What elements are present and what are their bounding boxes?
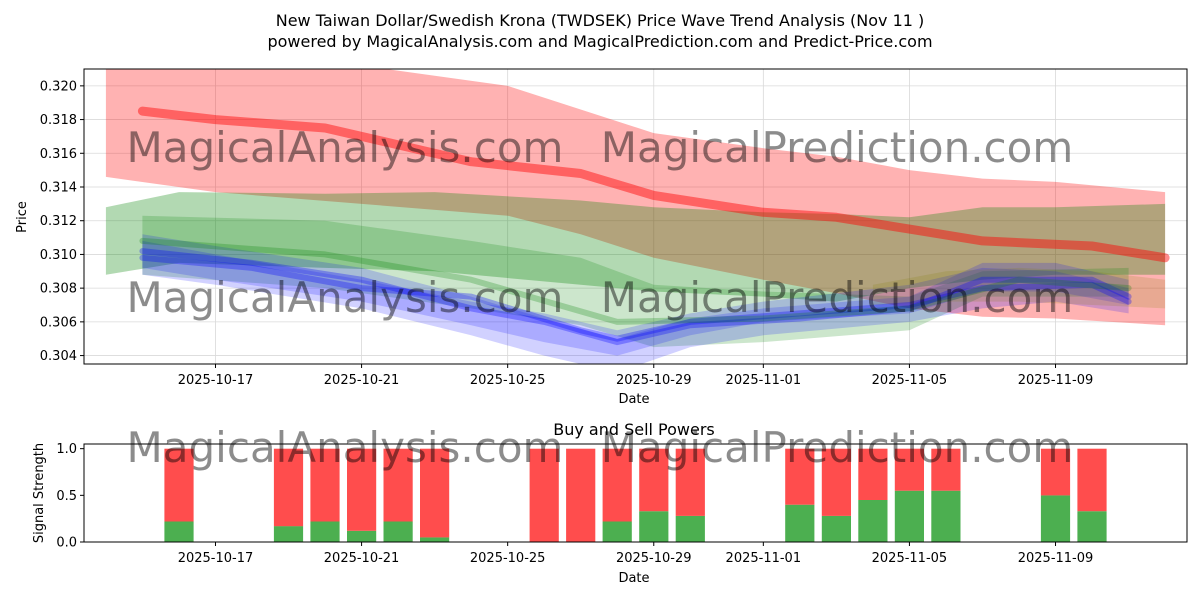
buy-bar <box>273 526 304 542</box>
powers-x-tick-label: 2025-10-25 <box>470 551 546 566</box>
sell-bar <box>894 448 924 491</box>
sell-bar <box>566 448 596 542</box>
sell-bar <box>273 448 304 527</box>
price-y-tick-label: 0.312 <box>40 214 77 229</box>
watermark-prediction-top: MagicalPrediction.com <box>601 123 1074 172</box>
sell-bar <box>821 448 851 516</box>
powers-x-tick-label: 2025-10-17 <box>178 551 254 566</box>
buy-bar <box>639 511 669 542</box>
buy-bar <box>821 515 851 542</box>
trend-line-blue-1 <box>139 248 1132 346</box>
buy-bar <box>347 530 377 542</box>
buy-bar <box>931 490 961 542</box>
price-y-tick-label: 0.310 <box>40 248 77 263</box>
price-x-tick-label: 2025-10-17 <box>178 373 254 388</box>
price-y-tick-label: 0.304 <box>40 349 77 364</box>
price-x-tick-label: 2025-10-21 <box>324 373 400 388</box>
price-x-tick-label: 2025-11-05 <box>872 373 948 388</box>
sell-bar <box>602 448 632 522</box>
price-band-green-2 <box>142 215 1129 348</box>
sell-bar <box>675 448 705 516</box>
price-bands <box>105 69 1166 364</box>
price-band-red-0 <box>105 69 1166 326</box>
sell-bar <box>931 448 961 491</box>
sell-bar <box>639 448 669 512</box>
buy-bar <box>602 521 632 542</box>
powers-x-tick-label: 2025-10-29 <box>616 551 692 566</box>
price-y-tick-label: 0.306 <box>40 315 77 330</box>
price-x-axis-label: Date <box>618 392 649 407</box>
powers-y-tick-label: 0.5 <box>56 489 77 504</box>
watermark-analysis-mid: MagicalAnalysis.com <box>127 273 564 322</box>
sell-bar <box>785 448 815 505</box>
sell-bar <box>420 448 450 538</box>
powers-x-tick-label: 2025-11-01 <box>726 551 802 566</box>
sell-bar <box>310 448 340 522</box>
price-x-tick-label: 2025-11-09 <box>1018 373 1094 388</box>
price-chart-ticks: 0.304 0.306 0.308 0.310 0.312 0.314 0.316 0.318… <box>40 79 1094 388</box>
price-band-blue-4 <box>142 240 1129 356</box>
price-x-tick-label: 2025-10-25 <box>470 373 546 388</box>
price-x-tick-label: 2025-11-01 <box>726 373 802 388</box>
price-chart-gridlines <box>84 69 1187 364</box>
buy-bar <box>420 537 450 542</box>
price-chart-frame <box>83 68 1188 365</box>
powers-x-tick-label: 2025-10-21 <box>324 551 400 566</box>
powers-x-axis-label: Date <box>618 571 649 586</box>
buy-bar <box>858 500 888 542</box>
buy-sell-powers-chart: Buy and Sell Powers MagicalAnalysis.com … <box>32 420 1188 586</box>
price-y-axis-label: Price <box>15 201 30 233</box>
price-band-blue-3 <box>142 234 1129 364</box>
watermark-analysis-bottom: MagicalAnalysis.com <box>127 423 564 472</box>
sell-bar <box>164 448 194 522</box>
price-y-tick-label: 0.320 <box>40 79 77 94</box>
powers-chart-ticks: 0.0 0.5 1.0 2025-10-17 2025-10-21 2025-10-25 2… <box>56 442 1093 566</box>
price-wave-chart: MagicalAnalysis.com MagicalPrediction.co… <box>15 68 1188 407</box>
powers-x-tick-label: 2025-11-05 <box>872 551 948 566</box>
powers-y-axis-label: Signal Strength <box>32 443 47 543</box>
trend-line-green-3 <box>139 237 1132 325</box>
price-y-tick-label: 0.314 <box>40 181 77 196</box>
powers-chart-frame <box>83 443 1188 543</box>
buy-bar <box>1040 495 1071 542</box>
powers-y-tick-label: 1.0 <box>56 442 77 457</box>
buy-bar <box>164 521 194 542</box>
watermark-prediction-mid: MagicalPrediction.com <box>601 273 1074 322</box>
powers-x-tick-label: 2025-11-09 <box>1018 551 1094 566</box>
powers-bars <box>164 448 1107 542</box>
price-band-green-1 <box>105 192 1166 302</box>
figure-title-line2: powered by MagicalAnalysis.com and Magic… <box>267 32 932 51</box>
sell-bar <box>858 448 888 500</box>
buy-bar <box>785 504 815 542</box>
price-y-tick-label: 0.308 <box>40 282 77 297</box>
sell-bar <box>1040 448 1071 496</box>
watermark-prediction-bottom: MagicalPrediction.com <box>601 423 1074 472</box>
price-trend-lines <box>137 106 1170 346</box>
buy-bar <box>310 521 340 542</box>
sell-bar <box>383 448 413 522</box>
price-band-olive-5 <box>872 267 1166 309</box>
figure-title-line1: New Taiwan Dollar/Swedish Krona (TWDSEK)… <box>276 11 925 30</box>
buy-bar <box>1077 511 1107 542</box>
trend-line-blue-2 <box>139 254 1132 342</box>
powers-y-tick-label: 0.0 <box>56 536 77 551</box>
price-y-tick-label: 0.318 <box>40 113 77 128</box>
price-y-tick-label: 0.316 <box>40 147 77 162</box>
buy-bar <box>894 490 924 542</box>
buy-bar <box>383 521 413 542</box>
trend-line-red-0 <box>137 106 1170 263</box>
sell-bar <box>529 448 559 542</box>
sell-bar <box>1077 448 1107 512</box>
watermark-analysis-top: MagicalAnalysis.com <box>127 123 564 172</box>
price-x-tick-label: 2025-10-29 <box>616 373 692 388</box>
sell-bar <box>347 448 377 531</box>
buy-bar <box>675 515 705 542</box>
powers-chart-title: Buy and Sell Powers <box>553 420 715 439</box>
